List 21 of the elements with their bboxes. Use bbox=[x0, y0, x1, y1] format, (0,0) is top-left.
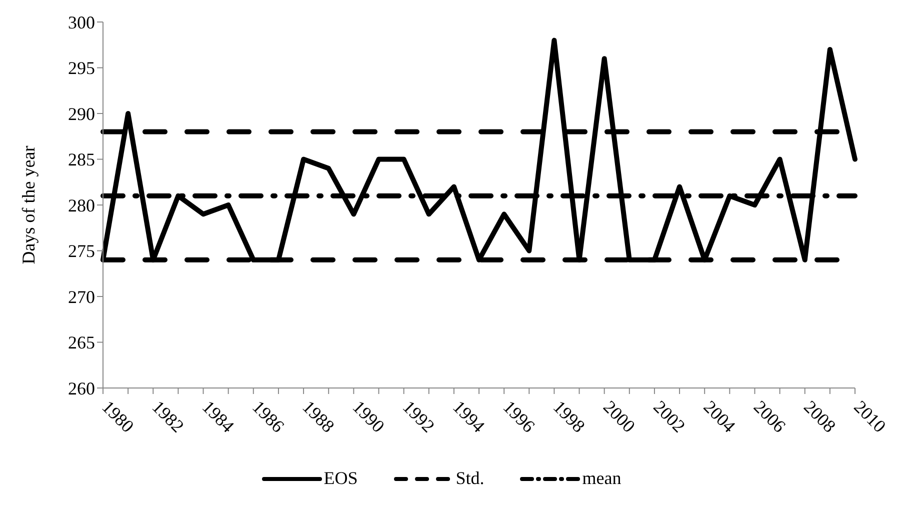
y-tick-label: 280 bbox=[68, 195, 95, 216]
y-axis-title: Days of the year bbox=[18, 146, 38, 264]
legend-label: Std. bbox=[456, 468, 484, 489]
x-tick-label: 1990 bbox=[348, 396, 388, 436]
x-tick-label: 1988 bbox=[298, 396, 338, 436]
x-tick-label: 1998 bbox=[549, 396, 589, 436]
y-tick-label: 265 bbox=[68, 332, 95, 353]
y-tick-label: 295 bbox=[68, 58, 95, 78]
y-tick-label: 285 bbox=[68, 150, 95, 170]
x-tick-label: 1984 bbox=[198, 396, 238, 436]
legend-label: EOS bbox=[324, 468, 358, 489]
y-tick-label: 300 bbox=[68, 12, 95, 32]
y-tick-label: 290 bbox=[68, 104, 95, 124]
y-tick-label: 275 bbox=[68, 241, 95, 262]
x-tick-label: 1994 bbox=[449, 396, 489, 436]
x-tick-label: 1996 bbox=[499, 396, 539, 436]
x-tick-label: 1986 bbox=[248, 396, 288, 436]
x-tick-label: 1980 bbox=[98, 396, 138, 436]
y-tick-label: 260 bbox=[68, 378, 95, 398]
y-tick-label: 270 bbox=[68, 286, 95, 307]
legend-label: mean bbox=[582, 468, 622, 489]
